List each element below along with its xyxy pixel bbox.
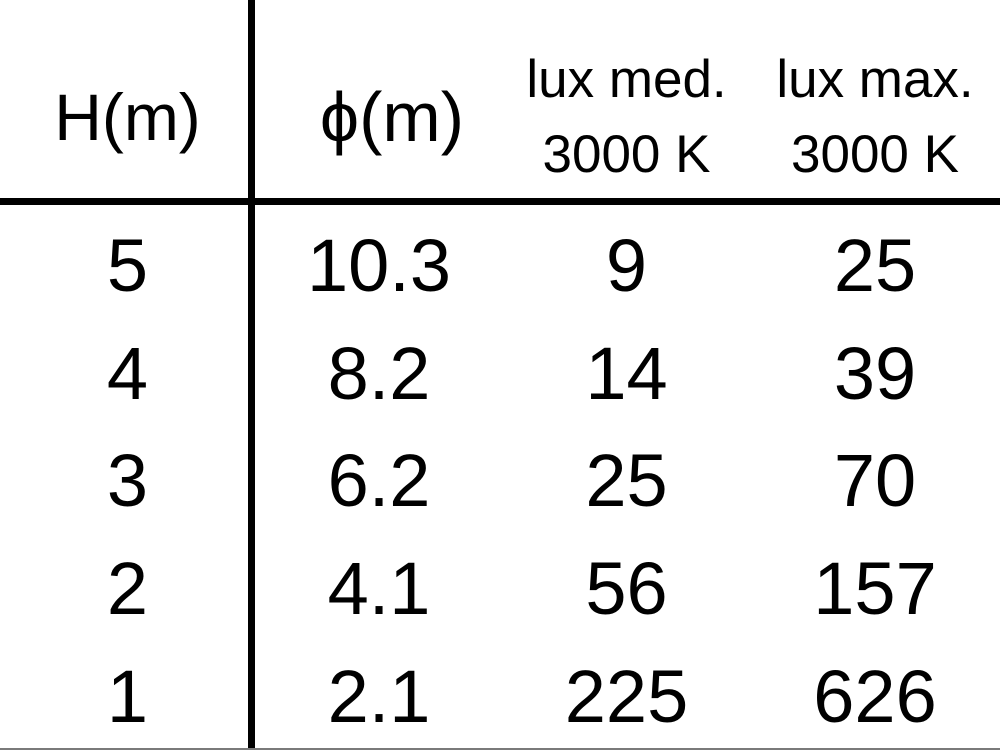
column-header-diameter-label: ϕ(m) [319,77,465,156]
cell-lux-max-row5: 626 [813,654,937,738]
cell-h-row2: 4 [106,331,149,415]
cell-lux-max-row2: 39 [833,331,917,415]
column-header-lux-med-line2: 3000 K [542,125,711,184]
cell-lux-med-row1: 9 [605,224,648,308]
cell-lux-max-row1: 25 [833,224,917,308]
cell-lux-med-row5: 225 [564,654,689,738]
cell-lux-max-row4: 157 [813,547,937,631]
table-body: 5 10.3 9 25 4 8.2 14 39 3 6.2 25 70 2 4.… [0,212,1000,750]
cell-h-row1: 5 [106,224,149,308]
cell-lux-med-row2: 14 [585,331,668,415]
cell-lux-max-row3: 70 [833,439,917,523]
column-header-height-label: H(m) [54,79,201,154]
column-header-lux-max-line1: lux max. [776,49,974,109]
cell-diameter-row4: 4.1 [327,547,431,631]
cell-lux-med-row3: 25 [585,439,668,523]
table-header-row: H(m) ϕ(m) lux med. 3000 K lux max. 3000 … [0,0,1000,198]
cell-h-row3: 3 [106,439,149,523]
column-header-diameter: ϕ(m) [255,0,503,198]
bottom-edge-line [0,748,1000,750]
column-header-lux-max-line2: 3000 K [791,125,959,184]
cell-h-row5: 1 [106,654,149,738]
column-header-lux-med: lux med. 3000 K [503,0,750,198]
column-header-lux-med-line1: lux med. [526,49,727,109]
column-header-height: H(m) [0,0,255,198]
cell-diameter-row1: 10.3 [306,224,452,308]
cell-lux-med-row4: 56 [585,547,668,631]
cell-diameter-row3: 6.2 [327,439,431,523]
horizontal-divider [0,198,1000,205]
cell-diameter-row2: 8.2 [327,331,431,415]
cell-diameter-row5: 2.1 [327,654,431,738]
column-header-lux-max: lux max. 3000 K [750,0,1000,198]
cell-h-row4: 2 [106,547,149,631]
vertical-divider [248,0,255,750]
